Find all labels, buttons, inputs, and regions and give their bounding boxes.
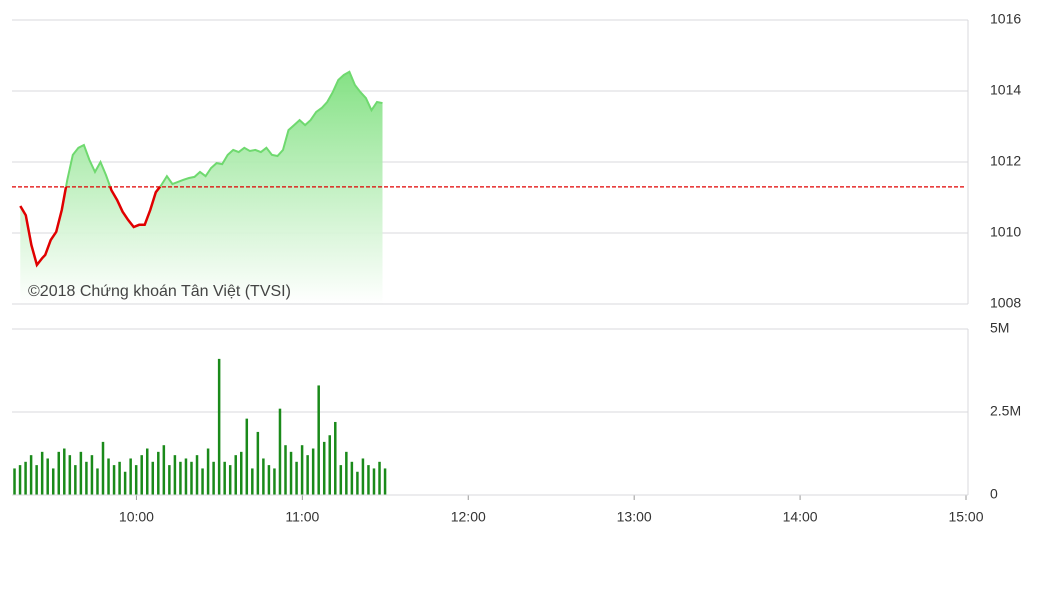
volume-bar	[356, 471, 359, 495]
volume-bar	[24, 461, 27, 495]
volume-bar	[267, 465, 271, 495]
volume-bar	[223, 461, 226, 495]
volume-bar	[262, 458, 265, 495]
volume-bar	[79, 451, 83, 495]
volume-bar	[195, 455, 199, 495]
volume-bar	[256, 431, 260, 495]
volume-bar	[383, 468, 387, 495]
volume-bar	[328, 435, 331, 495]
volume-bar	[162, 445, 166, 495]
volume-bar	[361, 458, 365, 495]
volume-bar	[311, 448, 315, 495]
volume-bar	[96, 468, 99, 495]
volume-bar	[157, 451, 160, 495]
volume-bar	[339, 465, 343, 495]
volume-bar	[168, 465, 171, 495]
volume-bar	[85, 461, 88, 495]
volume-bar	[372, 468, 376, 495]
volume-bar	[306, 455, 309, 495]
volume-bar	[68, 455, 72, 495]
volume-bar	[284, 445, 287, 495]
volume-bar	[101, 441, 105, 495]
volume-bar	[245, 418, 249, 495]
volume-bar	[273, 468, 276, 495]
y-tick-label: 1010	[990, 224, 1021, 240]
volume-bar	[278, 408, 282, 495]
volume-bar	[118, 461, 121, 495]
x-tick-label: 12:00	[451, 509, 486, 525]
price-line-up	[64, 70, 383, 187]
volume-bar	[112, 465, 116, 495]
volume-bar	[240, 451, 243, 495]
volume-bar	[179, 461, 182, 495]
volume-bar	[295, 461, 298, 495]
volume-bar	[51, 468, 55, 495]
volume-bar	[190, 461, 193, 495]
volume-bar	[173, 455, 177, 495]
volume-bar	[107, 458, 110, 495]
volume-bar	[317, 385, 320, 495]
volume-bar	[40, 451, 44, 495]
y-tick-label: 1008	[990, 295, 1021, 311]
x-tick-label: 10:00	[119, 509, 154, 525]
volume-bar	[57, 451, 61, 495]
volume-bar	[201, 468, 204, 495]
volume-bar	[300, 445, 304, 495]
volume-bar	[228, 465, 232, 495]
volume-bar	[184, 458, 188, 495]
x-tick-label: 13:00	[617, 509, 652, 525]
volume-bar	[13, 468, 16, 495]
volume-bar	[46, 458, 49, 495]
x-tick-label: 15:00	[948, 509, 983, 525]
volume-bar	[378, 461, 381, 495]
volume-bar	[217, 358, 221, 495]
y-tick-label: 2.5M	[990, 403, 1021, 419]
volume-bar	[334, 421, 337, 495]
volume-bar	[345, 451, 348, 495]
volume-bar	[367, 465, 370, 495]
volume-bar	[145, 448, 149, 495]
copyright: ©2018 Chứng khoán Tân Việt (TVSI)	[28, 283, 291, 300]
volume-bar	[63, 448, 66, 495]
x-tick-label: 14:00	[783, 509, 818, 525]
volume-bar	[35, 465, 38, 495]
y-tick-label: 5M	[990, 320, 1009, 336]
volume-bar	[289, 451, 293, 495]
y-tick-label: 1014	[990, 82, 1021, 98]
volume-bar	[151, 461, 155, 495]
volume-bar	[129, 458, 132, 495]
x-tick-label: 11:00	[285, 509, 319, 525]
volume-bar	[18, 465, 22, 495]
volume-bar	[350, 461, 354, 495]
volume-bar	[251, 468, 254, 495]
volume-bar	[140, 455, 143, 495]
volume-bar	[234, 455, 237, 495]
volume-bar	[90, 455, 94, 495]
volume-bar	[212, 461, 215, 495]
volume-bar	[29, 455, 33, 495]
volume-bar	[123, 471, 127, 495]
volume-bar	[322, 441, 326, 495]
volume-bar	[74, 465, 77, 495]
volume-bar	[134, 465, 138, 495]
y-tick-label: 0	[990, 486, 998, 502]
price-area	[20, 71, 383, 304]
y-tick-label: 1016	[990, 11, 1021, 27]
y-tick-label: 1012	[990, 153, 1021, 169]
volume-bar	[206, 448, 210, 495]
